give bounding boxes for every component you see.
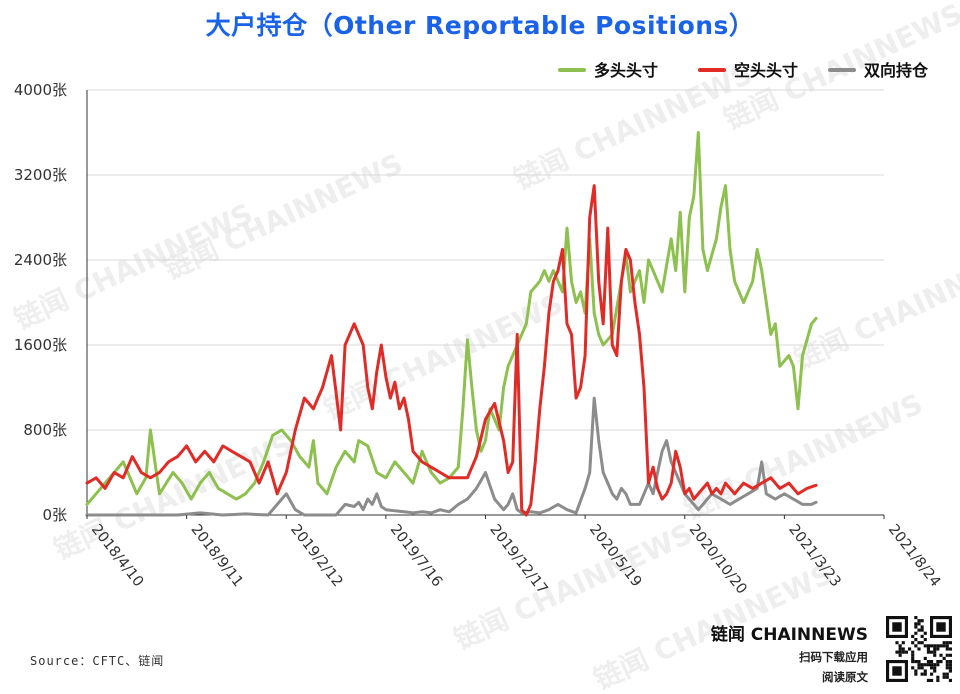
brand-block: 链闻 CHAINNEWS 扫码下载应用 阅读原文	[711, 620, 868, 685]
source-note: Source：CFTC、链闻	[30, 654, 165, 668]
series-layer	[85, 131, 818, 517]
series-line-long	[85, 131, 818, 506]
y-axis-ticks: 0张 800张 1600张 2400张 3200张 4000张	[14, 81, 67, 524]
watermark-text: 链闻 CHAINNEWS	[159, 147, 408, 286]
legend-label: 多头头寸	[594, 61, 658, 80]
x-tick-label: 2018/9/11	[187, 522, 245, 590]
legend-label: 空头头寸	[734, 61, 798, 80]
y-tick-label: 1600张	[14, 336, 67, 354]
legend-label: 双向持仓	[864, 61, 929, 80]
x-tick-label: 2019/7/16	[387, 522, 445, 590]
watermark-text: 链闻 CHAINNEWS	[319, 287, 568, 426]
y-tick-label: 800张	[23, 421, 67, 439]
brand-line-read: 阅读原文	[822, 670, 868, 684]
y-tick-label: 2400张	[14, 251, 67, 269]
brand-name: 链闻 CHAINNEWS	[710, 625, 868, 645]
chart-title: 大户持仓（Other Reportable Positions）	[205, 11, 755, 40]
x-tick-label: 2019/12/17	[486, 522, 550, 598]
series-line-spread	[85, 396, 818, 517]
brand-line-download: 扫码下载应用	[799, 650, 868, 664]
watermark-text: 链闻 CHAINNEWS	[49, 427, 298, 566]
y-tick-label: 0张	[42, 506, 67, 524]
x-tick-label: 2019/2/12	[287, 522, 345, 590]
watermark-text: 链闻 CHAINNEWS	[789, 237, 960, 376]
legend: 多头头寸 空头头寸 双向持仓	[558, 61, 929, 80]
series-line-short	[85, 184, 818, 517]
y-tick-label: 4000张	[14, 81, 67, 99]
x-tick-label: 2021/8/24	[885, 522, 943, 590]
qr-code[interactable]	[886, 616, 952, 682]
y-tick-label: 3200张	[14, 166, 67, 184]
x-tick-label: 2020/10/20	[686, 522, 750, 598]
